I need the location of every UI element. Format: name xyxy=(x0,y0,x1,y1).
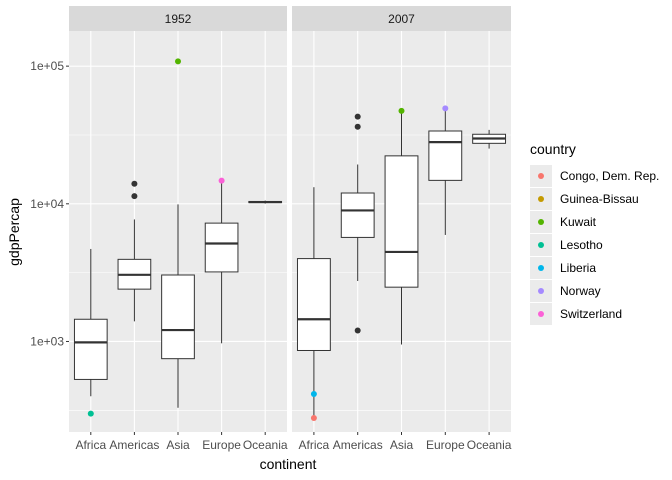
box-iqr xyxy=(384,155,419,288)
x-tick-label: Asia xyxy=(390,438,414,452)
x-tick-label: Europe xyxy=(426,438,465,452)
outlier-point xyxy=(354,113,361,120)
legend-entry: Kuwait xyxy=(530,211,597,233)
legend-entry: Norway xyxy=(530,280,601,302)
x-tick-label: Oceania xyxy=(467,438,512,452)
highlight-point-switzerland xyxy=(218,177,225,184)
box-iqr xyxy=(204,222,239,273)
highlight-point-kuwait xyxy=(398,107,405,114)
highlight-point-congo-dem-rep xyxy=(310,415,317,422)
panel-2007: 2007 Africa Americas Asia Europe Oceania xyxy=(292,6,512,452)
box-iqr xyxy=(161,274,195,360)
x-tick-label: Americas xyxy=(333,438,383,452)
legend-key-point xyxy=(538,265,544,271)
x-tick-label: Americas xyxy=(109,438,159,452)
y-tick-label: 1e+05 xyxy=(30,59,64,73)
outlier-point xyxy=(131,193,138,200)
legend-key-point xyxy=(538,173,544,179)
y-tick-label: 1e+04 xyxy=(30,197,64,211)
x-tick-label: Africa xyxy=(299,438,330,452)
outlier-point xyxy=(131,180,138,187)
highlight-point-liberia xyxy=(310,391,317,398)
x-tick-label: Asia xyxy=(166,438,190,452)
legend-key-point xyxy=(538,311,544,317)
panel-1952: 1952 Africa Americas Asia Europe Oceania xyxy=(69,6,288,452)
outlier-point xyxy=(354,123,361,130)
box-asia xyxy=(384,110,419,345)
legend-label: Liberia xyxy=(560,261,596,275)
legend-key-point xyxy=(538,219,544,225)
box-americas xyxy=(340,164,375,281)
box-iqr xyxy=(73,318,108,380)
x-tick-label: Europe xyxy=(202,438,241,452)
facet-strip xyxy=(69,6,287,31)
legend-entry: Liberia xyxy=(530,257,596,279)
legend-key-point xyxy=(538,196,544,202)
legend-entry: Guinea-Bissau xyxy=(530,188,639,210)
facet-strip xyxy=(292,6,511,31)
box-oceania xyxy=(248,200,283,204)
x-tick-label: Oceania xyxy=(243,438,288,452)
legend-label: Kuwait xyxy=(560,215,597,229)
box-europe xyxy=(204,181,239,344)
box-africa xyxy=(296,187,331,419)
legend-key-point xyxy=(538,288,544,294)
legend-key-point xyxy=(538,242,544,248)
y-axis: 1e+03 1e+04 1e+05 xyxy=(30,59,69,348)
legend-entry: Lesotho xyxy=(530,234,603,256)
box-oceania xyxy=(472,129,507,149)
legend-title: country xyxy=(530,141,576,157)
highlight-point-kuwait xyxy=(175,58,181,65)
box-europe xyxy=(428,108,463,235)
legend-label: Congo, Dem. Rep. xyxy=(560,169,659,183)
facet-label: 2007 xyxy=(388,12,415,26)
legend-label: Switzerland xyxy=(560,307,622,321)
highlight-point-lesotho xyxy=(87,410,94,417)
box-asia xyxy=(161,204,195,408)
x-tick-label: Africa xyxy=(75,438,106,452)
y-tick-label: 1e+03 xyxy=(30,334,64,348)
box-americas xyxy=(117,219,152,322)
highlight-point-norway xyxy=(442,105,449,112)
x-axis-title: continent xyxy=(260,456,317,472)
facet-label: 1952 xyxy=(165,12,192,26)
y-axis-title: gdpPercap xyxy=(6,198,22,266)
legend-entry: Congo, Dem. Rep. xyxy=(530,165,659,187)
box-iqr xyxy=(340,192,375,238)
legend-label: Guinea-Bissau xyxy=(560,192,639,206)
box-africa xyxy=(73,248,108,397)
box-iqr xyxy=(296,258,331,351)
legend-entry: Switzerland xyxy=(530,303,622,325)
legend-label: Norway xyxy=(560,284,601,298)
outlier-point xyxy=(354,327,361,334)
legend: country Congo, Dem. Rep. Guinea-Bissau Kuw… xyxy=(530,141,659,325)
legend-label: Lesotho xyxy=(560,238,603,252)
box-iqr xyxy=(428,130,463,181)
